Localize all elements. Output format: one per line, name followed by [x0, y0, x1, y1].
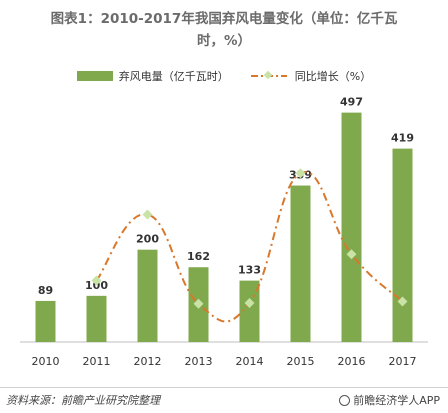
chart-plot: 8920101002011200201216220131332014339201…	[20, 96, 428, 368]
x-tick-label: 2012	[134, 355, 162, 368]
bar-value-label: 497	[340, 96, 363, 109]
x-tick-label: 2011	[83, 355, 111, 368]
source-note: 资料来源：前瞻产业研究院整理	[6, 394, 160, 407]
x-tick-label: 2015	[287, 355, 315, 368]
brand-logo-icon	[339, 394, 351, 406]
x-tick-label: 2017	[389, 355, 417, 368]
legend-item-line: 同比增长（%）	[249, 68, 371, 84]
brand-label: 前瞻经济学人APP	[353, 394, 440, 407]
bar-value-label: 419	[391, 132, 414, 145]
bar-value-label: 200	[136, 233, 159, 246]
legend-bar-label: 弃风电量（亿千瓦时）	[118, 70, 229, 83]
growth-line	[95, 171, 404, 323]
x-tick-label: 2010	[32, 355, 60, 368]
legend-line-label: 同比增长（%）	[294, 70, 372, 83]
x-tick-label: 2013	[185, 355, 213, 368]
legend-bar-swatch	[76, 71, 113, 81]
growth-point	[142, 209, 153, 220]
chart-title-line-2: 时，%）	[196, 33, 252, 49]
growth-point	[295, 168, 306, 179]
bar	[290, 185, 311, 342]
bar	[392, 148, 413, 342]
chart-title-line-1: 图表1：2010-2017年我国弃风电量变化（单位：亿千瓦	[50, 11, 398, 27]
growth-point	[244, 298, 255, 308]
footer: 资料来源：前瞻产业研究院整理 前瞻经济学人APP	[0, 387, 448, 410]
bar-value-label: 162	[187, 250, 210, 263]
bar-value-label: 89	[38, 284, 53, 297]
x-tick-label: 2016	[338, 355, 366, 368]
growth-point	[346, 249, 357, 260]
legend-line-swatch	[250, 70, 287, 80]
chart-legend: 弃风电量（亿千瓦时） 同比增长（%）	[0, 66, 448, 86]
bar	[137, 249, 158, 342]
growth-point	[193, 298, 204, 309]
bar	[86, 295, 107, 342]
legend-item-bar: 弃风电量（亿千瓦时）	[76, 68, 229, 84]
bar-value-label: 133	[238, 264, 261, 277]
x-tick-label: 2014	[236, 355, 264, 368]
growth-point	[397, 296, 408, 307]
chart-title: 图表1：2010-2017年我国弃风电量变化（单位：亿千瓦 时，%）	[0, 8, 448, 52]
bar	[341, 112, 362, 342]
bar	[35, 300, 56, 342]
bar-value-label: 100	[85, 279, 108, 292]
brand: 前瞻经济学人APP	[339, 392, 440, 408]
